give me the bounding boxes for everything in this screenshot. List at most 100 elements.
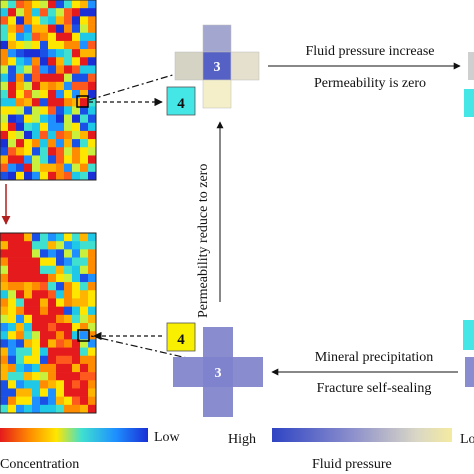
heatmap-cell <box>8 114 17 124</box>
heatmap-cell <box>32 331 41 340</box>
heatmap-cell <box>80 139 89 148</box>
heatmap-cell <box>80 90 89 99</box>
heatmap-cell <box>8 40 17 50</box>
heatmap-cell <box>80 331 89 340</box>
heatmap-cell <box>24 130 33 140</box>
heatmap-cell <box>72 16 81 25</box>
heatmap-cell <box>32 40 41 50</box>
heatmap-cell <box>48 265 57 275</box>
heatmap-cell <box>64 163 73 173</box>
heatmap-cell <box>40 233 49 242</box>
heatmap-cell <box>72 339 81 348</box>
heatmap-cell <box>48 404 57 414</box>
heatmap-cell <box>88 363 97 373</box>
heatmap-cell <box>16 147 25 156</box>
heatmap-cell <box>0 24 9 34</box>
heatmap-cell <box>24 233 33 242</box>
center-cell-top-label: 3 <box>214 60 221 75</box>
right-partial-cell-bottom-2 <box>465 357 474 387</box>
heatmap-cell <box>64 323 73 332</box>
heatmap-cell <box>16 122 25 132</box>
heatmap-cell <box>8 73 17 83</box>
heatmap-cell <box>40 40 49 50</box>
heatmap-cell <box>8 404 17 414</box>
heatmap-cell <box>8 249 17 258</box>
heatmap-cell <box>64 122 73 132</box>
heatmap-cell <box>32 339 41 348</box>
heatmap-cell <box>0 32 9 42</box>
heatmap-cell <box>48 130 57 140</box>
heatmap-cell <box>8 106 17 115</box>
heatmap-cell <box>48 171 57 181</box>
heatmap-cell <box>64 265 73 275</box>
heatmap-cell <box>80 380 89 389</box>
heatmap-cell <box>72 257 81 267</box>
heatmap-cell <box>8 155 17 164</box>
heatmap-cell <box>80 147 89 156</box>
heatmap-cell <box>80 155 89 164</box>
heatmap-cell <box>64 388 73 397</box>
heatmap-cell <box>72 282 81 291</box>
heatmap-cell <box>0 363 9 373</box>
heatmap-cell <box>48 122 57 132</box>
heatmap-cell <box>0 0 9 9</box>
heatmap-cell <box>64 73 73 83</box>
heatmap-cell <box>0 163 9 173</box>
heatmap-cell <box>88 139 97 148</box>
heatmap-cell <box>64 65 73 74</box>
heatmap-cell <box>80 122 89 132</box>
heatmap-cell <box>56 372 65 381</box>
heatmap-cell <box>48 388 57 397</box>
heatmap-cell <box>80 8 89 17</box>
heatmap-cell <box>32 90 41 99</box>
heatmap-cell <box>40 331 49 340</box>
heatmap-cell <box>80 24 89 34</box>
heatmap-cell <box>80 32 89 42</box>
heatmap-cell <box>40 49 49 58</box>
heatmap-cell <box>88 314 97 324</box>
heatmap-cell <box>64 282 73 291</box>
concentration-title: Concentration <box>0 457 79 472</box>
heatmap-cell <box>72 404 81 414</box>
heatmap-cell <box>32 114 41 124</box>
heatmap-cell <box>16 32 25 42</box>
heatmap-cell <box>32 0 41 9</box>
heatmap-cell <box>64 16 73 25</box>
heatmap-cell <box>32 24 41 34</box>
heatmap-cell <box>72 147 81 156</box>
heatmap-cell <box>72 122 81 132</box>
heatmap-cell <box>64 339 73 348</box>
heatmap-cell <box>0 130 9 140</box>
heatmap-cell <box>88 396 97 406</box>
heatmap-cell <box>48 114 57 124</box>
heatmap-cell <box>64 306 73 316</box>
heatmap-cell <box>64 314 73 324</box>
heatmap-cell <box>16 155 25 164</box>
heatmap-cell <box>0 147 9 156</box>
heatmap-cell <box>16 404 25 414</box>
heatmap-cell <box>0 171 9 181</box>
heatmap-cell <box>88 404 97 414</box>
heatmap-cell <box>56 388 65 397</box>
heatmap-cell <box>64 24 73 34</box>
heatmap-cell <box>32 355 41 365</box>
pressure-colorbar <box>272 428 452 442</box>
heatmap-cell <box>40 363 49 373</box>
heatmap-cell <box>32 122 41 132</box>
neighbor-cell-bottom <box>166 322 196 352</box>
heatmap-cell <box>24 98 33 107</box>
heatmap-cell <box>40 282 49 291</box>
heatmap-cell <box>80 298 89 307</box>
heatmap-cell <box>32 130 41 140</box>
heatmap-cell <box>16 98 25 107</box>
concentration-map-top <box>0 0 97 181</box>
heatmap-cell <box>0 257 9 267</box>
heatmap-cell <box>8 265 17 275</box>
heatmap-cell <box>72 40 81 50</box>
heatmap-cell <box>32 49 41 58</box>
heatmap-cell <box>72 81 81 91</box>
heatmap-cell <box>72 241 81 250</box>
heatmap-cell <box>16 16 25 25</box>
label-permeability-reduce: Permeability reduce to zero <box>196 164 211 318</box>
heatmap-cell <box>56 147 65 156</box>
